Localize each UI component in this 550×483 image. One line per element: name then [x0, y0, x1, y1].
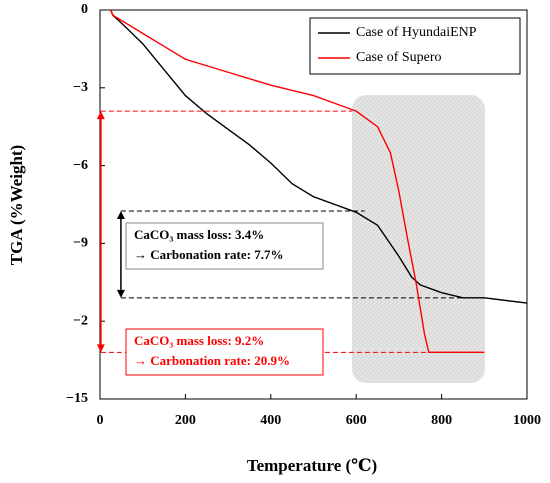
- annotation-text: CaCO₃ mass loss: 9.2%: [134, 333, 264, 348]
- x-axis-title: Temperature (℃): [247, 456, 377, 475]
- legend-box: [309, 17, 521, 75]
- x-tick-label: 600: [346, 413, 367, 428]
- y-tick-label: −9: [73, 236, 88, 251]
- y-tick-label: −2: [73, 313, 88, 328]
- plot-frame: [99, 9, 528, 400]
- x-tick-label: 800: [431, 413, 452, 428]
- annotation-text: → Carbonation rate: 20.9%: [134, 353, 290, 368]
- legend-label: Case of HyundaiENP: [356, 25, 477, 40]
- annotation-text: → Carbonation rate: 7.7%: [134, 247, 284, 262]
- y-tick-label: −15: [66, 391, 88, 406]
- arrow-head: [116, 289, 125, 298]
- y-axis-title: TGA (%Weight): [7, 145, 26, 265]
- arrow-head: [96, 344, 105, 353]
- arrow-head: [96, 111, 105, 120]
- x-tick-label: 1000: [513, 413, 541, 428]
- y-tick-label: −3: [73, 80, 88, 95]
- series-line: [110, 9, 528, 304]
- y-tick-label: −6: [73, 158, 88, 173]
- shaded-region: [352, 95, 485, 383]
- annotation-box: [125, 328, 324, 376]
- x-tick-label: 200: [175, 413, 196, 428]
- x-tick-label: 400: [260, 413, 281, 428]
- y-tick-label: 0: [81, 2, 88, 17]
- annotation-text: CaCO₃ mass loss: 3.4%: [134, 227, 264, 242]
- x-tick-label: 0: [97, 413, 104, 428]
- arrow-head: [116, 210, 125, 219]
- legend-label: Case of Supero: [356, 50, 442, 65]
- series-line: [110, 9, 485, 354]
- annotation-box: [125, 222, 324, 270]
